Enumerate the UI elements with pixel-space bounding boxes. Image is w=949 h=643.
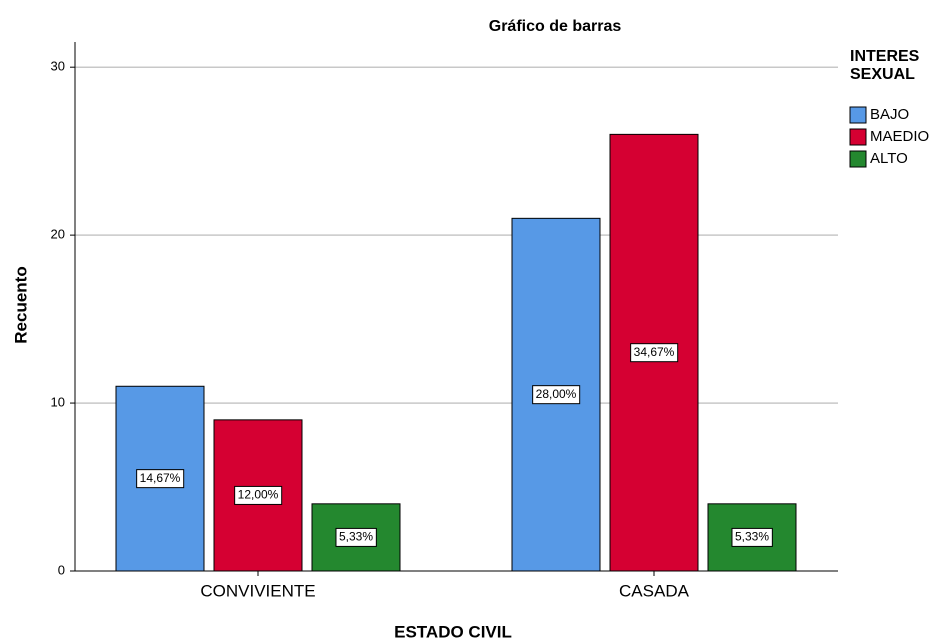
- data-label-box: [335, 527, 377, 547]
- bar: [707, 503, 797, 572]
- y-tick-label: 10: [51, 395, 65, 410]
- legend-label: BAJO: [870, 106, 909, 123]
- data-label: 28,00%: [536, 387, 577, 401]
- x-tick-label: CASADA: [619, 581, 690, 600]
- legend-title-box: INTERES SEXUAL: [850, 48, 920, 83]
- data-label-box: [234, 485, 283, 505]
- data-label-box: [630, 343, 679, 363]
- data-label-box: [136, 469, 185, 489]
- data-label: 34,67%: [634, 345, 675, 359]
- y-tick-label: 30: [51, 59, 65, 74]
- legend-swatch: [849, 106, 867, 124]
- data-label: 12,00%: [238, 488, 279, 502]
- legend-label: ALTO: [870, 150, 908, 167]
- legend-swatch: [849, 128, 867, 146]
- data-label: 5,33%: [339, 530, 373, 544]
- data-label: 14,67%: [140, 471, 181, 485]
- y-tick-label: 20: [51, 227, 65, 242]
- x-tick-label: CONVIVIENTE: [200, 581, 315, 600]
- data-label: 5,33%: [735, 530, 769, 544]
- chart-title: Gráfico de barras: [489, 18, 622, 35]
- legend-swatch: [849, 150, 867, 168]
- y-tick-label: 0: [58, 562, 65, 577]
- legend-label: MAEDIO: [870, 128, 929, 145]
- y-axis-label: Recuento: [11, 266, 30, 343]
- data-label-box: [731, 527, 773, 547]
- x-axis-label: ESTADO CIVIL: [394, 622, 512, 641]
- data-label-box: [532, 385, 581, 405]
- legend-title: INTERES SEXUAL: [850, 48, 920, 83]
